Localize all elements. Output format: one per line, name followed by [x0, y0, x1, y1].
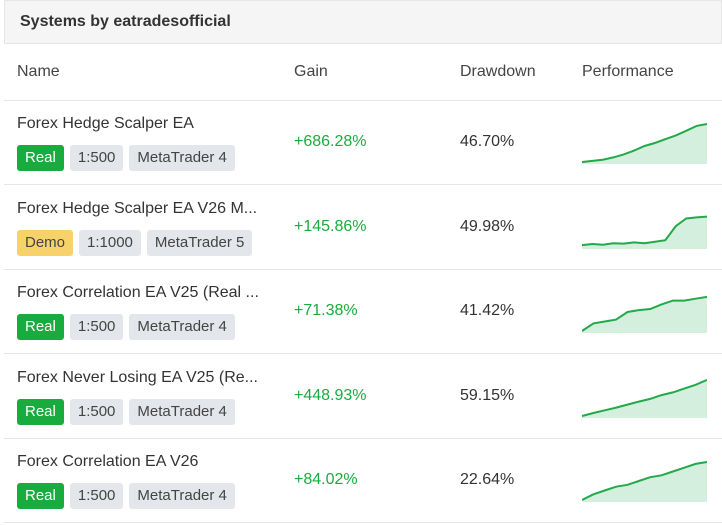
account-badge: Real — [17, 314, 64, 340]
column-label[interactable]: Drawdown — [460, 63, 536, 80]
platform-badge: MetaTrader 5 — [146, 229, 253, 256]
platform-badge: MetaTrader 4 — [129, 145, 235, 171]
badges: Real 1:500 MetaTrader 4 — [17, 314, 235, 340]
sparkline-area — [582, 462, 707, 502]
sparkline-area — [582, 296, 707, 333]
system-row[interactable]: Forex Hedge Scalper EA V26 M... Demo 1:100… — [4, 185, 722, 270]
sparkline-line — [582, 295, 707, 332]
badges: Demo 1:1000 MetaTrader 5 — [17, 229, 253, 256]
system-name[interactable]: Forex Correlation EA V26 — [17, 453, 199, 470]
performance-sparkline — [582, 378, 707, 418]
drawdown-value: 46.70% — [460, 133, 515, 150]
leverage-badge: 1:500 — [69, 314, 124, 340]
account-badge: Real — [17, 483, 64, 509]
sparkline-line — [582, 123, 707, 163]
gain-value: +448.93% — [294, 386, 367, 404]
sparkline-area — [582, 216, 707, 249]
performance-sparkline — [582, 295, 707, 333]
leverage-badge: 1:500 — [69, 145, 124, 171]
leverage-badge: 1:500 — [69, 398, 124, 425]
gain-value: +145.86% — [294, 217, 367, 235]
platform-badge: MetaTrader 4 — [129, 398, 235, 425]
system-name[interactable]: Forex Correlation EA V25 (Real ... — [17, 284, 259, 301]
sparkline-area — [582, 124, 707, 164]
column-label: Performance — [582, 63, 674, 80]
gain-value: +71.38% — [294, 302, 358, 319]
system-name[interactable]: Forex Hedge Scalper EA V26 M... — [17, 199, 258, 217]
column-label: Name — [17, 63, 60, 80]
drawdown-value: 59.15% — [460, 386, 515, 404]
badges: Real 1:500 MetaTrader 4 — [17, 145, 235, 171]
platform-badge: MetaTrader 4 — [129, 314, 235, 340]
panel-header: Systems by eatradesofficial — [4, 0, 722, 44]
performance-sparkline — [582, 123, 707, 164]
sparkline-line — [582, 378, 707, 417]
sparkline-line — [582, 215, 707, 246]
column-header: Name Gain Drawdown Performance — [4, 44, 722, 101]
badges: Real 1:500 MetaTrader 4 — [17, 398, 235, 425]
platform-badge: MetaTrader 4 — [129, 483, 235, 509]
drawdown-value: 49.98% — [460, 217, 515, 235]
gain-value: +686.28% — [294, 133, 367, 150]
leverage-badge: 1:1000 — [79, 229, 141, 256]
gain-value: +84.02% — [294, 471, 358, 488]
sparkline-line — [582, 461, 707, 501]
system-row[interactable]: Forex Correlation EA V25 (Real ... Real 1:… — [4, 269, 722, 354]
leverage-badge: 1:500 — [69, 483, 124, 509]
panel-title: Systems by eatradesofficial — [20, 13, 231, 30]
account-badge: Real — [17, 145, 64, 171]
sparkline-area — [582, 379, 707, 418]
system-row[interactable]: Forex Correlation EA V26 Real 1:500 MetaTra… — [4, 438, 722, 523]
system-row[interactable]: Forex Hedge Scalper EA Real 1:500 MetaTrade… — [4, 100, 722, 185]
system-row[interactable]: Forex Never Losing EA V25 (Re... Real 1:50… — [4, 354, 722, 439]
drawdown-value: 22.64% — [460, 471, 515, 488]
account-badge: Real — [17, 398, 64, 425]
system-name[interactable]: Forex Hedge Scalper EA — [17, 115, 194, 132]
column-label[interactable]: Gain — [294, 63, 328, 80]
performance-sparkline — [582, 215, 707, 249]
badges: Real 1:500 MetaTrader 4 — [17, 483, 235, 509]
performance-sparkline — [582, 461, 707, 502]
account-badge: Demo — [17, 229, 74, 256]
system-name[interactable]: Forex Never Losing EA V25 (Re... — [17, 368, 258, 386]
drawdown-value: 41.42% — [460, 302, 515, 319]
